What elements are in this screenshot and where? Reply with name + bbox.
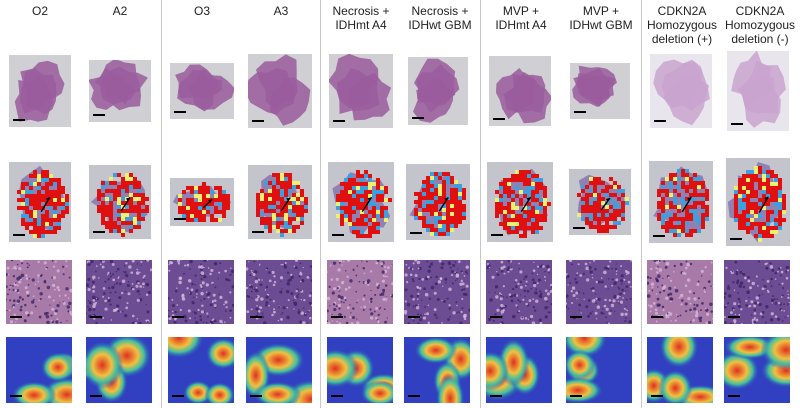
scale-bar (174, 218, 186, 220)
scale-bar (174, 111, 186, 113)
tissue-patch (486, 260, 552, 324)
column-label-cdkn2a-negative: CDKN2A Homozygous deletion (-) (724, 4, 796, 46)
scale-bar (731, 123, 743, 125)
scale-bar (333, 120, 345, 122)
scale-bar (172, 316, 184, 318)
scale-bar (412, 117, 424, 119)
column-label-a2: A2 (112, 4, 128, 18)
scale-bar (10, 395, 22, 397)
column-label-mvp-idhwt-gbm: MVP + IDHwt GBM (569, 4, 633, 32)
scale-bar (250, 316, 262, 318)
scale-bar (252, 231, 264, 233)
tissue-patch (168, 260, 234, 324)
scale-bar (252, 120, 264, 122)
attention-heatmap (168, 337, 234, 403)
scale-bar (728, 316, 740, 318)
attention-heatmap (86, 337, 152, 403)
prediction-map (170, 178, 234, 226)
scale-bar (13, 119, 25, 121)
scale-bar (13, 234, 25, 236)
attention-heatmap (647, 337, 713, 403)
prediction-map (248, 165, 312, 239)
prediction-map (649, 161, 713, 243)
scale-bar (730, 238, 742, 240)
whole-slide-image (570, 63, 630, 119)
scale-bar (331, 316, 343, 318)
whole-slide-image (489, 56, 551, 126)
group-divider-2 (320, 0, 321, 408)
attention-heatmap (486, 337, 552, 403)
tissue-patch (724, 260, 790, 324)
prediction-map (487, 162, 553, 242)
tissue-patch (6, 260, 72, 324)
attention-heatmap (724, 337, 790, 403)
tissue-patch (566, 260, 632, 324)
scale-bar (573, 227, 585, 229)
whole-slide-image (9, 55, 71, 127)
scale-bar (653, 235, 665, 237)
column-label-necrosis-idhmt-a4: Necrosis + IDHmt A4 (332, 4, 390, 32)
scale-bar (493, 118, 505, 120)
scale-bar (490, 316, 502, 318)
scale-bar (93, 114, 105, 116)
scale-bar (331, 395, 343, 397)
column-label-o3: O3 (193, 4, 210, 18)
scale-bar (728, 395, 740, 397)
prediction-map (328, 162, 394, 242)
column-label-cdkn2a-positive: CDKN2A Homozygous deletion (+) (646, 4, 718, 46)
whole-slide-image (170, 63, 234, 119)
column-label-o2: O2 (31, 4, 48, 18)
scale-bar (574, 111, 586, 113)
scale-bar (651, 395, 663, 397)
scale-bar (10, 316, 22, 318)
attention-heatmap (404, 337, 470, 403)
whole-slide-image (248, 54, 312, 128)
attention-heatmap (6, 337, 72, 403)
prediction-map (569, 169, 631, 235)
prediction-map (726, 158, 790, 246)
prediction-map (89, 165, 151, 239)
scale-bar (570, 316, 582, 318)
tissue-patch (404, 260, 470, 324)
whole-slide-image (408, 57, 468, 125)
scale-bar (90, 395, 102, 397)
scale-bar (93, 231, 105, 233)
whole-slide-image (650, 54, 712, 128)
scale-bar (410, 232, 422, 234)
attention-heatmap (246, 337, 312, 403)
scale-bar (654, 120, 666, 122)
scale-bar (651, 316, 663, 318)
group-divider-4 (641, 0, 642, 408)
scale-bar (250, 395, 262, 397)
column-label-mvp-idhmt-a4: MVP + IDHmt A4 (495, 4, 547, 32)
scale-bar (408, 395, 420, 397)
scale-bar (490, 395, 502, 397)
scale-bar (332, 234, 344, 236)
scale-bar (408, 316, 420, 318)
whole-slide-image (727, 51, 789, 131)
prediction-map (9, 162, 71, 242)
tissue-patch (647, 260, 713, 324)
whole-slide-image (329, 54, 393, 128)
whole-slide-image (89, 60, 151, 122)
group-divider-1 (161, 0, 162, 408)
scale-bar (491, 234, 503, 236)
column-label-necrosis-idhwt-gbm: Necrosis + IDHwt GBM (408, 4, 472, 32)
tissue-patch (86, 260, 152, 324)
attention-heatmap (566, 337, 632, 403)
prediction-map (406, 164, 470, 240)
scale-bar (172, 395, 184, 397)
tissue-patch (327, 260, 393, 324)
column-label-a3: A3 (273, 4, 289, 18)
tissue-patch (246, 260, 312, 324)
attention-heatmap (327, 337, 393, 403)
group-divider-3 (480, 0, 481, 408)
scale-bar (90, 316, 102, 318)
scale-bar (570, 395, 582, 397)
